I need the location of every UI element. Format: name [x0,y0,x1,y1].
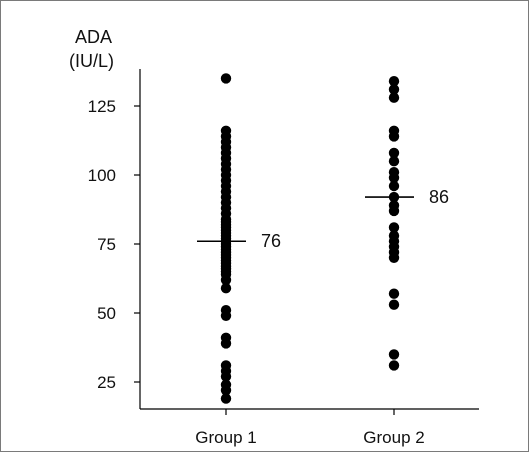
data-point [220,73,232,84]
data-point [388,349,400,360]
data-point [388,180,400,192]
data-points [220,73,400,404]
y-tick-label: 50 [97,304,116,323]
y-axis-label-line-1: ADA [75,27,112,47]
x-tick-label: Group 2 [363,428,424,447]
data-point [220,274,232,286]
y-tick-label: 75 [97,235,116,254]
data-point [388,84,400,95]
data-point [220,371,232,382]
median-markers: 76 86 [197,187,449,251]
y-ticks: 25 50 75 100 125 [88,97,140,392]
data-point [388,76,400,87]
y-axis-label-line-2: (IU/L) [69,51,114,71]
data-point [388,222,400,233]
data-point [388,288,400,299]
x-ticks: Group 1 Group 2 [195,409,425,447]
data-point [388,252,400,263]
x-tick-label: Group 1 [195,428,256,447]
data-point [220,393,232,404]
data-point [220,385,232,396]
median-label: 86 [429,187,449,207]
y-tick-label: 125 [88,97,116,116]
data-point [388,360,400,371]
data-point [220,283,232,294]
data-point [388,92,400,103]
data-point [388,131,400,142]
data-point [220,310,232,321]
median-label: 76 [261,231,281,251]
axes [139,69,479,410]
data-point [388,172,400,183]
y-tick-label: 25 [97,373,116,392]
data-point [388,205,400,217]
data-point [220,338,232,349]
data-point [388,299,400,310]
data-point [388,156,400,167]
data-point [388,147,400,159]
y-tick-label: 100 [88,166,116,185]
